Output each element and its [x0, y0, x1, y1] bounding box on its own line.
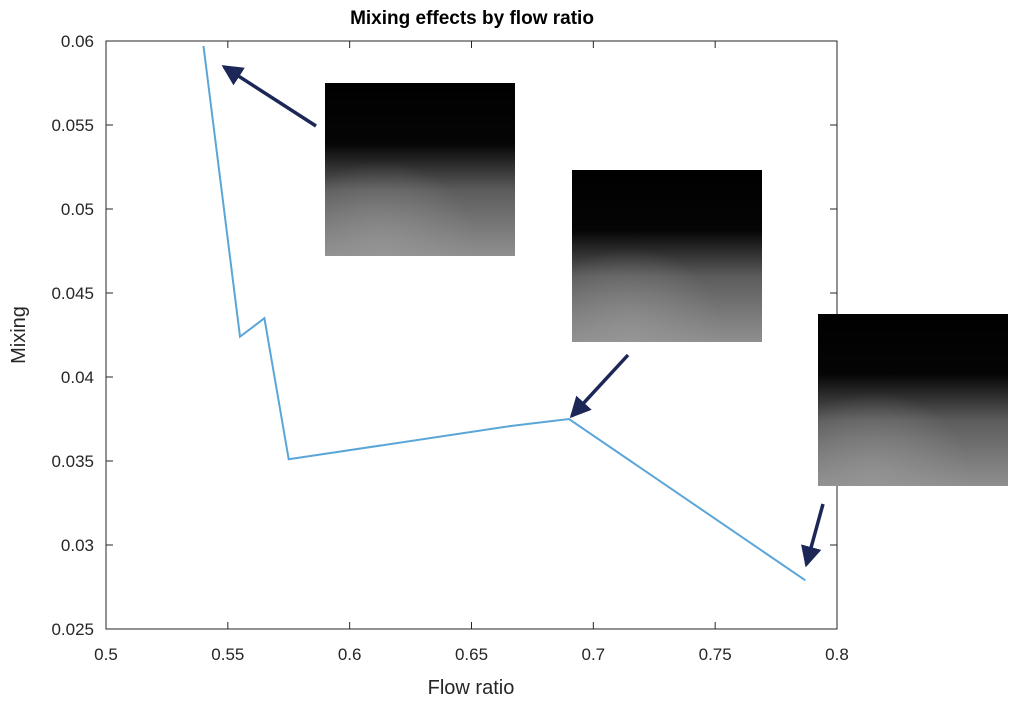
- y-tick-label: 0.035: [51, 452, 94, 471]
- x-axis-label: Flow ratio: [428, 677, 515, 699]
- y-tick-label: 0.03: [61, 536, 94, 555]
- y-tick-label: 0.045: [51, 284, 94, 303]
- y-tick-label: 0.05: [61, 200, 94, 219]
- y-tick-label: 0.06: [61, 32, 94, 51]
- inset-arrow: [569, 353, 630, 419]
- inset-image: [572, 170, 762, 342]
- series-line: [202, 45, 806, 582]
- x-tick-label: 0.6: [338, 645, 362, 664]
- axis-ticks: 0.5 0.55 0.6 0.65 0.7 0.75 0.8 0.025 0.03 0.035 0.…: [51, 32, 848, 664]
- x-tick-label: 0.65: [455, 645, 488, 664]
- y-tick-label: 0.025: [51, 620, 94, 639]
- inset-images: [221, 65, 1008, 568]
- x-tick-label: 0.8: [825, 645, 849, 664]
- y-axis-label: Mixing: [8, 306, 30, 364]
- inset-arrow: [221, 65, 317, 128]
- x-tick-label: 0.75: [699, 645, 732, 664]
- inset-image: [818, 314, 1008, 486]
- y-tick-label: 0.055: [51, 116, 94, 135]
- x-tick-label: 0.7: [582, 645, 606, 664]
- inset-arrow: [801, 503, 825, 568]
- y-tick-label: 0.04: [61, 368, 94, 387]
- x-tick-label: 0.5: [94, 645, 118, 664]
- chart-title: Mixing effects by flow ratio: [350, 8, 594, 29]
- inset-image: [325, 83, 515, 256]
- x-tick-label: 0.55: [211, 645, 244, 664]
